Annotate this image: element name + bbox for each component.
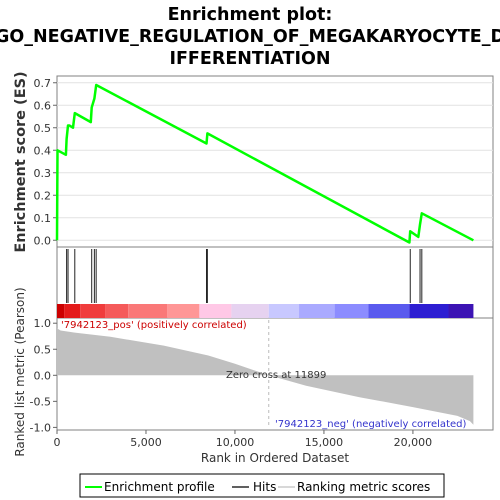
es-y-tick-label: 0.0 — [34, 234, 52, 247]
color-bar-segment — [64, 304, 81, 318]
hit-markers — [66, 249, 423, 303]
title-line-3: IFFERENTIATION — [169, 49, 330, 69]
enrichment-profile-polyline — [55, 83, 474, 244]
metric-y-tick-label: 0.5 — [34, 343, 52, 356]
color-bar-segment — [80, 304, 106, 318]
title-line-2: GO_NEGATIVE_REGULATION_OF_MEGAKARYOCYTE_… — [0, 27, 500, 47]
zero-cross-label: Zero cross at 11899 — [226, 370, 326, 381]
metric-y-tick-label: 0.0 — [34, 369, 52, 382]
x-tick-label: 0 — [54, 436, 61, 449]
es-y-tick-label: 0.4 — [34, 144, 52, 157]
es-y-tick-label: 0.3 — [34, 167, 52, 180]
legend-enrichment-label: Enrichment profile — [104, 480, 215, 494]
color-bar-segment — [199, 304, 232, 318]
es-y-tick-label: 0.5 — [34, 122, 52, 135]
enrichment-profile-line — [55, 83, 474, 244]
x-axis-label: Rank in Ordered Dataset — [201, 451, 349, 465]
es-y-tick-label: 0.6 — [34, 99, 52, 112]
color-bar-segment — [167, 304, 200, 318]
ranked-metric-fill — [57, 328, 474, 425]
ranked-metric-area — [57, 320, 474, 428]
color-bar-segment — [268, 304, 300, 318]
metric-y-axis-label: Ranked list metric (Pearson) — [13, 287, 27, 456]
es-y-tick-label: 0.2 — [34, 189, 52, 202]
x-tick-label: 5,000 — [130, 436, 162, 449]
color-bar-segment — [105, 304, 129, 318]
es-y-ticks: 0.0 0.1 0.2 0.3 0.4 0.5 0.6 0.7 — [34, 77, 57, 247]
positive-correlation-label: '7942123_pos' (positively correlated) — [61, 320, 247, 331]
metric-y-ticks: 1.0 0.5 0.0 -0.5 -1.0 — [30, 317, 57, 434]
ranking-color-bar — [57, 304, 474, 318]
es-gridlines — [57, 82, 493, 241]
legend-box — [79, 473, 445, 498]
color-bar-segment — [57, 304, 65, 318]
color-bar-segment — [368, 304, 410, 318]
metric-y-tick-label: 1.0 — [34, 317, 52, 330]
es-y-axis-label: Enrichment score (ES) — [13, 71, 29, 252]
metric-y-tick-label: -1.0 — [30, 421, 51, 434]
es-panel — [56, 75, 494, 248]
es-y-tick-label: 0.7 — [34, 77, 52, 90]
metric-y-tick-label: -0.5 — [30, 395, 51, 408]
color-bar-segment — [409, 304, 449, 318]
color-bar-segment — [448, 304, 474, 318]
x-tick-label: 15,000 — [305, 436, 344, 449]
color-bar-segment — [299, 304, 335, 318]
color-bar-segment — [231, 304, 269, 318]
title-line-1: Enrichment plot: — [168, 5, 333, 25]
legend-hits-label: Hits — [253, 480, 276, 494]
negative-correlation-label: '7942123_neg' (negatively correlated) — [275, 419, 466, 430]
es-y-tick-label: 0.1 — [34, 212, 52, 225]
color-bar-segment — [128, 304, 168, 318]
x-tick-label: 20,000 — [394, 436, 433, 449]
color-bar-segment — [334, 304, 369, 318]
x-ticks: 0 5,000 10,000 15,000 20,000 — [54, 430, 433, 449]
x-tick-label: 10,000 — [216, 436, 255, 449]
legend-metric-label: Ranking metric scores — [297, 480, 430, 494]
